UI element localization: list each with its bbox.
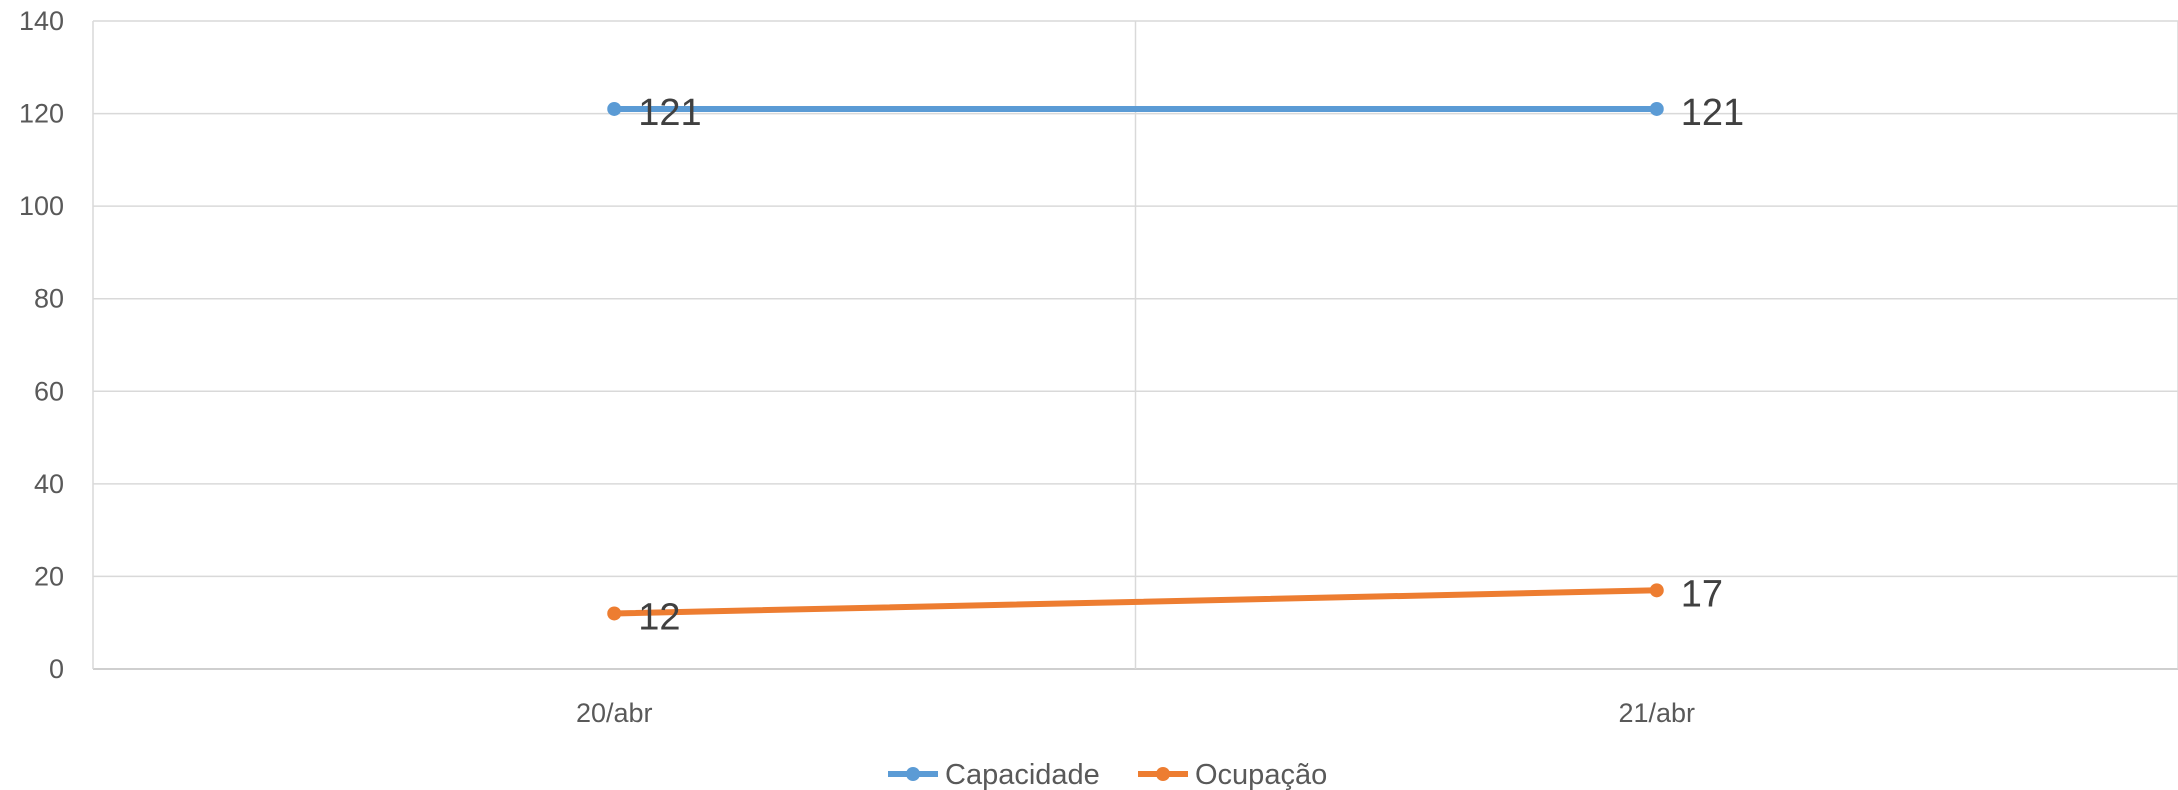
data-label: 12: [638, 596, 680, 638]
x-tick-label: 20/abr: [576, 698, 653, 728]
data-label: 121: [638, 92, 701, 134]
y-tick-label: 100: [19, 191, 64, 221]
x-tick-label: 21/abr: [1618, 698, 1695, 728]
legend-marker: [906, 767, 920, 781]
y-tick-label: 120: [19, 99, 64, 129]
y-tick-label: 40: [34, 469, 64, 499]
data-point: [607, 101, 622, 116]
y-tick-label: 60: [34, 376, 64, 406]
legend-label: Capacidade: [945, 759, 1100, 790]
legend: Capacidade Ocupação: [888, 759, 1327, 790]
series-group: [607, 101, 1664, 621]
y-tick-label: 0: [49, 654, 64, 684]
series-line-1: [611, 587, 1660, 617]
data-point: [1649, 101, 1664, 116]
y-tick-label: 20: [34, 561, 64, 591]
data-point: [1649, 583, 1664, 598]
y-tick-label: 80: [34, 284, 64, 314]
gridlines: [92, 20, 2178, 670]
x-axis-ticks: 20/abr 21/abr: [576, 698, 1695, 728]
data-label: 17: [1681, 573, 1723, 615]
legend-label: Ocupação: [1195, 759, 1327, 790]
data-point: [607, 606, 622, 621]
data-labels: 121 121 12 17: [638, 92, 1744, 639]
legend-item-0: Capacidade: [888, 759, 1100, 790]
legend-marker: [1156, 767, 1170, 781]
y-axis-ticks: 0 20 40 60 80 100 120 140: [19, 6, 64, 684]
legend-item-1: Ocupação: [1138, 759, 1327, 790]
data-label: 121: [1681, 92, 1744, 134]
y-tick-label: 140: [19, 6, 64, 36]
